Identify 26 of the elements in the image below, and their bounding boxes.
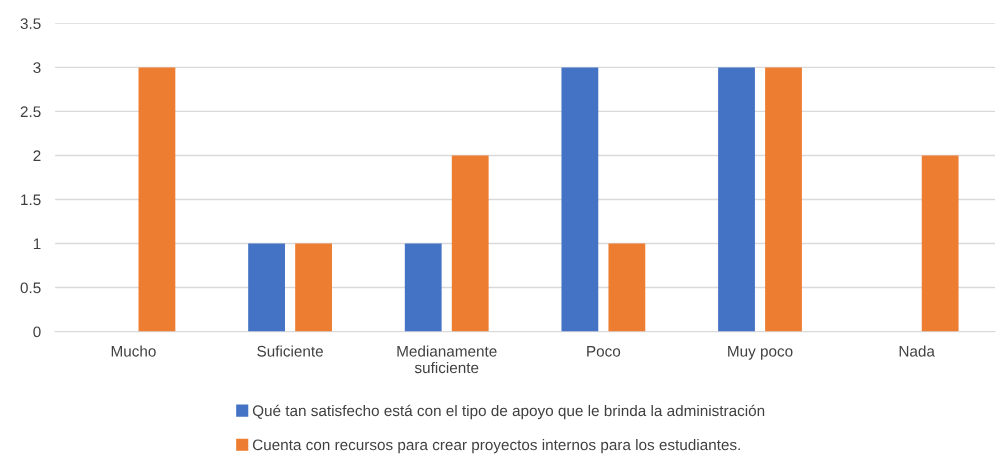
bar [248,243,285,332]
y-tick-label: 3 [33,62,41,74]
x-tick-label: Poco [587,346,621,357]
bar [451,155,489,332]
y-tick-label: 0.5 [20,282,41,294]
x-tick-label: Suficiente [257,345,323,357]
legend-label: Cuenta con recursos para crear proyectos internos para los estudiantes. [252,439,740,454]
y-tick-label: 3.5 [20,18,41,30]
y-tick-label: 2 [33,150,41,161]
bar [138,67,176,332]
x-tick-label: Nada [899,345,935,357]
bar [765,67,802,332]
x-tick-label: Mucho [111,345,156,357]
bar [404,243,442,332]
bar [295,243,332,332]
y-tick-label: 0 [33,326,41,338]
y-tick-label: 2.5 [20,106,41,118]
y-tick-label: 1 [33,238,41,250]
bar [561,67,599,332]
x-tick-label: Muy poco [728,346,793,360]
y-tick-label: 1.5 [21,194,41,206]
bar [921,155,959,332]
x-tick-label: Medianamente suficiente [397,345,497,374]
bar [608,243,646,332]
legend-label: Qué tan satisfecho está con el tipo de apoyo que le brinda la administración [252,404,765,420]
bar [718,67,755,332]
